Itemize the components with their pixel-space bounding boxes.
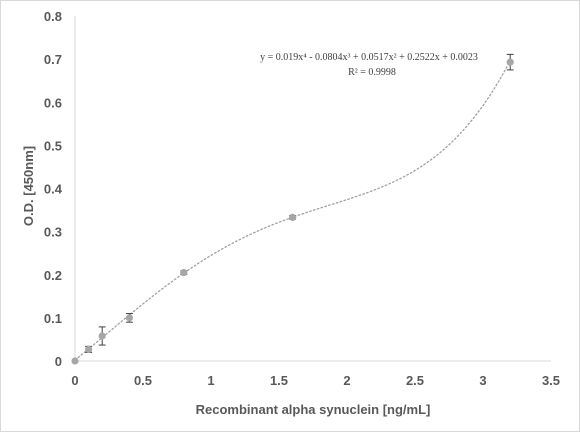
y-tick-label: 0.7 [44, 52, 62, 67]
x-tick-label: 3 [479, 373, 486, 388]
x-tick-label: 2.5 [406, 373, 424, 388]
axes [74, 16, 551, 362]
x-axis-label: Recombinant alpha synuclein [ng/mL] [196, 402, 431, 417]
y-axis-label: O.D. [450nm] [21, 146, 36, 226]
x-tick-label: 0 [71, 373, 78, 388]
x-tick-labels: 0 0.5 1 1.5 2 2.5 3 3.5 [71, 373, 560, 388]
trendline-equation: y = 0.019x⁴ - 0.0804x³ + 0.0517x² + 0.25… [260, 52, 478, 63]
x-tick-label: 3.5 [542, 373, 560, 388]
y-tick-label: 0.3 [44, 225, 62, 240]
y-tick-labels: 0 0.1 0.2 0.3 0.4 0.5 0.6 0.7 0.8 [44, 9, 63, 369]
data-point [180, 268, 188, 277]
data-point [85, 345, 93, 353]
y-tick-label: 0.8 [44, 9, 62, 24]
y-tick-label: 0 [55, 354, 62, 369]
data-point [71, 357, 79, 365]
y-tick-label: 0.4 [44, 182, 63, 197]
r-squared-label: R² = 0.9998 [348, 67, 396, 78]
data-point [98, 332, 106, 340]
y-tick-label: 0.6 [44, 95, 62, 110]
y-tick-label: 0.5 [44, 138, 62, 153]
data-points [71, 58, 514, 365]
y-tick-label: 0.2 [44, 268, 62, 283]
x-tick-label: 2 [343, 373, 350, 388]
data-point [289, 213, 297, 221]
y-tick-label: 0.1 [44, 311, 62, 326]
x-tick-label: 0.5 [134, 373, 152, 388]
data-point [506, 58, 514, 66]
data-point [125, 314, 133, 322]
x-tick-label: 1 [207, 373, 214, 388]
x-tick-label: 1.5 [270, 373, 288, 388]
